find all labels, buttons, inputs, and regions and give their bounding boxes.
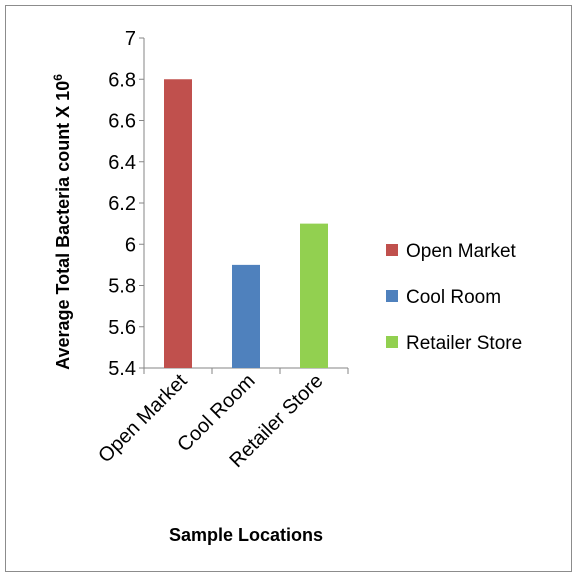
legend-label: Open Market	[406, 241, 517, 262]
legend: Open Market Cool Room Retailer Store	[386, 241, 522, 354]
y-tick-label: 6.6	[108, 111, 136, 133]
x-tick-label: Open Market	[94, 370, 192, 468]
y-tick-label: 6.4	[108, 152, 136, 174]
legend-swatch	[386, 336, 398, 348]
legend-swatch	[386, 290, 398, 302]
y-axis-title-text: Average Total Bacteria count X 10	[53, 81, 73, 370]
legend-swatch	[386, 244, 398, 256]
y-tick-label: 6.8	[108, 69, 136, 91]
y-tick-label: 5.6	[108, 317, 136, 339]
y-axis-title-exponent: 6	[51, 74, 65, 81]
y-tick-label: 6.2	[108, 193, 136, 215]
bar-cool-room	[232, 264, 260, 368]
x-axis-title: Sample Locations	[169, 525, 323, 545]
legend-label: Retailer Store	[406, 333, 522, 354]
y-axis-title: Average Total Bacteria count X 106	[51, 74, 73, 370]
y-tick-label: 5.4	[108, 358, 136, 380]
y-tick-label: 6	[125, 234, 136, 256]
chart-frame	[5, 5, 572, 572]
bars	[164, 79, 328, 368]
legend-label: Cool Room	[406, 287, 501, 308]
bar-retailer-store	[300, 223, 328, 368]
y-tick-label: 7	[125, 28, 136, 50]
y-tick-labels: 5.4 5.6 5.8 6 6.2 6.4 6.6 6.8 7	[108, 28, 136, 380]
bar-open-market	[164, 79, 192, 368]
y-tick-label: 5.8	[108, 276, 136, 298]
